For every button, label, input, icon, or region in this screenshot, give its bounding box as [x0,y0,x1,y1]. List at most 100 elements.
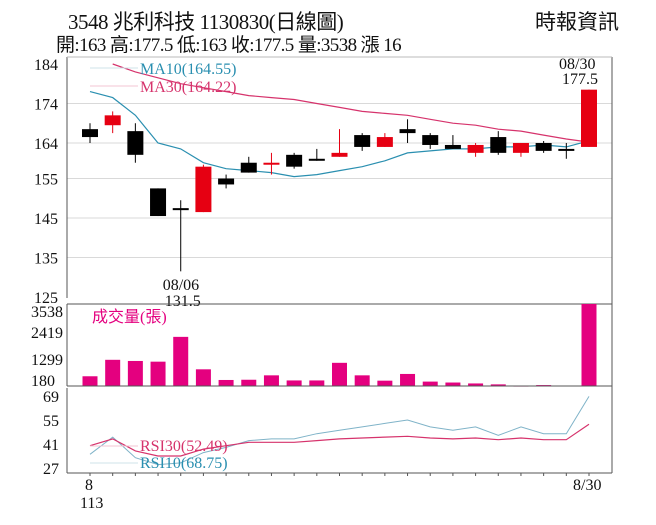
y-tick-label: 145 [34,211,58,228]
volume-bar [218,379,234,386]
x-start-month: 8 [85,477,93,494]
candle-body [444,144,461,149]
volume-y-tick: 1299 [31,352,63,369]
high-date-annotation: 08/30 [559,56,595,73]
candle-body [308,158,325,161]
ohlc-summary: 開:163 高:177.5 低:163 收:177.5 量:3538 漲 16 [56,35,402,56]
candlestick [150,188,167,217]
high-value-annotation: 177.5 [562,71,598,88]
candle-body [490,137,507,153]
candle-body [150,188,167,217]
volume-bar [422,381,438,386]
candle-body [263,162,280,165]
volume-bar [195,369,211,386]
candlestick [422,133,439,149]
volume-bar [263,375,279,386]
y-tick-label: 125 [34,290,58,307]
candle-body [422,135,439,145]
y-tick-label: 155 [34,172,58,189]
candlestick [467,142,484,157]
volume-y-tick: 180 [31,373,55,390]
rsi10-line [89,396,590,466]
y-tick-label: 174 [34,96,58,113]
rsi-y-tick: 55 [43,413,59,430]
candle-body [286,154,303,167]
candlestick [127,123,144,163]
candle-body [195,166,212,213]
candle-body [558,148,575,151]
volume-bar [581,304,597,386]
candle-body [354,135,371,147]
volume-bar [445,382,461,386]
ma10-legend-label: MA10(164.55) [140,61,236,78]
candlestick [240,156,257,173]
candlestick [286,152,303,169]
candlestick [444,135,461,149]
candlestick [376,133,393,147]
rsi-legend: RSI30(52.49)RSI10(68.75) [90,438,228,472]
rsi-y-tick: 69 [43,389,59,406]
candlestick [512,142,529,157]
rsi-y-tick: 41 [43,437,59,454]
candle-body [127,131,144,155]
candlestick [172,200,189,272]
volume-bar [377,380,393,386]
candle-body [104,115,121,126]
volume-y-tick: 3538 [31,304,63,321]
volume-bar [286,380,302,386]
candle-body [512,142,529,153]
volume-bar [82,376,98,386]
volume-bar [241,379,257,386]
candle-body [535,142,552,151]
brand-label: 時報資訊 [535,10,619,34]
candle-body [240,162,257,173]
candle-body [82,129,98,138]
volume-bar [127,360,143,386]
low-date-annotation: 08/06 [163,277,199,294]
candlestick [263,152,280,175]
ma30-line [112,63,590,143]
volume-bar [468,383,484,386]
candlestick [308,148,325,161]
candlestick [218,174,235,189]
candlestick [490,131,507,155]
volume-bar [150,361,166,386]
rsi30-line [89,423,590,457]
candlestick [581,89,597,147]
candlestick [331,129,348,157]
volume-bar [105,359,121,386]
volume-y-tick: 2419 [31,325,63,342]
volume-bar [354,375,370,386]
low-value-annotation: 131.5 [165,293,201,310]
volume-bar [490,384,506,386]
candle-body [581,89,597,147]
chart-title: 3548 兆利科技 1130830(日線圖) [68,10,344,34]
candle-body [331,152,348,157]
candle-body [376,137,393,147]
candle-body [467,144,484,153]
candlestick [354,133,371,151]
x-end-label: 8/30 [573,477,601,494]
rsi-y-tick: 27 [43,461,59,478]
y-tick-label: 164 [34,136,58,153]
candlestick [195,164,212,213]
rsi30-legend-label: RSI30(52.49) [140,438,228,455]
candle-body [218,178,235,185]
volume-bar [332,362,347,386]
x-start-year: 113 [80,495,103,512]
candle-body [172,208,189,211]
ma-legend: MA10(164.55)MA30(164.22) [90,61,236,96]
candlestick [399,119,416,143]
price-panel: 184 174 164 155 145 135 125 MA10(164.55)MA30(16… [34,56,613,473]
y-tick-label: 184 [34,57,58,74]
volume-panel: 3538 2419 1299 180 成交量(張) [31,303,612,390]
candlestick [82,123,98,143]
volume-title: 成交量(張) [92,308,167,326]
volume-bar [173,336,189,386]
y-tick-label: 135 [34,251,58,268]
rsi10-legend-label: RSI10(68.75) [140,455,228,472]
volume-bar [309,380,325,386]
volume-bar [400,373,416,386]
